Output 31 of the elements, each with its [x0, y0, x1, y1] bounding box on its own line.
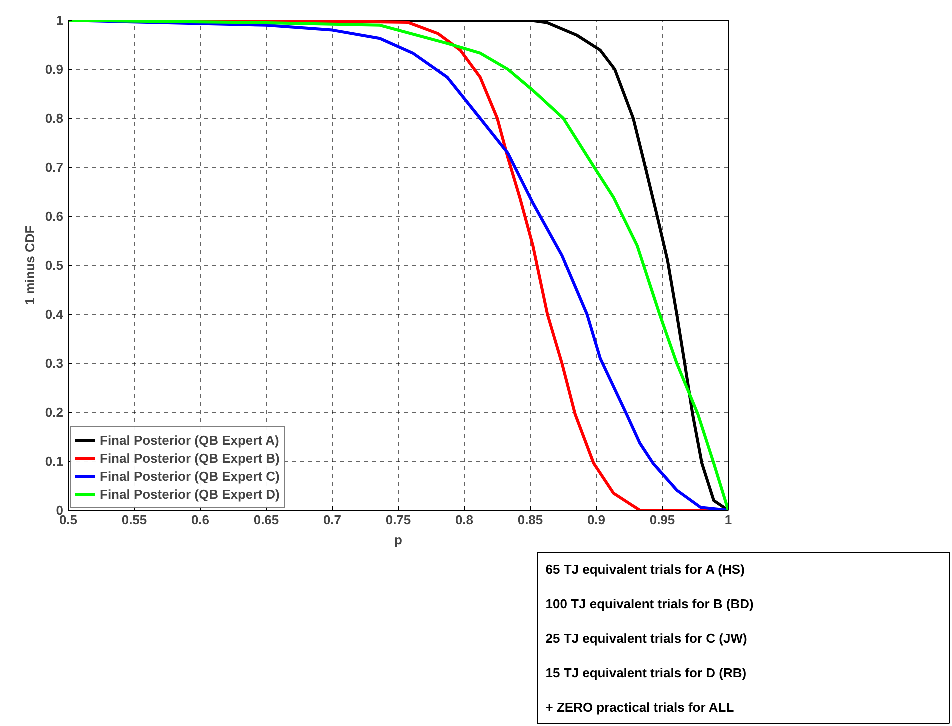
- y-tick-label: 0.9: [45, 62, 64, 77]
- x-tick-label: 0.55: [122, 512, 148, 528]
- x-axis-title: p: [394, 532, 403, 548]
- x-tick-label: 1: [724, 512, 732, 528]
- legend-label: Final Posterior (QB Expert C): [100, 468, 280, 485]
- x-tick-label: 0.9: [587, 512, 606, 528]
- x-tick-label: 0.75: [386, 512, 412, 528]
- legend-label: Final Posterior (QB Expert A): [100, 432, 280, 449]
- legend-label: Final Posterior (QB Expert B): [100, 450, 280, 467]
- y-tick-label: 0.4: [45, 307, 64, 322]
- text: 15 TJ equivalent trials for D (RB): [546, 665, 747, 680]
- y-tick-label: 0.5: [45, 258, 64, 273]
- y-tick-label: 0.3: [45, 356, 64, 371]
- y-axis-title: 1 minus CDF: [22, 226, 38, 306]
- x-tick-label: 0.95: [650, 512, 676, 528]
- y-tick-label: 0.7: [45, 160, 64, 175]
- text: + ZERO practical trials for ALL: [546, 700, 734, 715]
- text: 25 TJ equivalent trials for C (JW): [546, 631, 748, 646]
- x-tick-label: 0.85: [518, 512, 544, 528]
- legend-label: Final Posterior (QB Expert D): [100, 486, 280, 503]
- y-tick-label: 0.8: [45, 111, 64, 126]
- x-tick-label: 0.8: [455, 512, 474, 528]
- x-tick-label: 0.6: [191, 512, 210, 528]
- text: 100 TJ equivalent trials for B (BD): [546, 596, 754, 612]
- text: 65 TJ equivalent trials for A (HS): [546, 562, 745, 578]
- y-tick-label: 0.6: [45, 209, 64, 224]
- y-tick-label: 0.1: [45, 454, 64, 469]
- y-tick-label: 1: [56, 13, 64, 28]
- y-tick-label: 0.2: [45, 405, 64, 420]
- x-tick-label: 0.7: [323, 512, 342, 528]
- x-tick-label: 0.65: [254, 512, 280, 528]
